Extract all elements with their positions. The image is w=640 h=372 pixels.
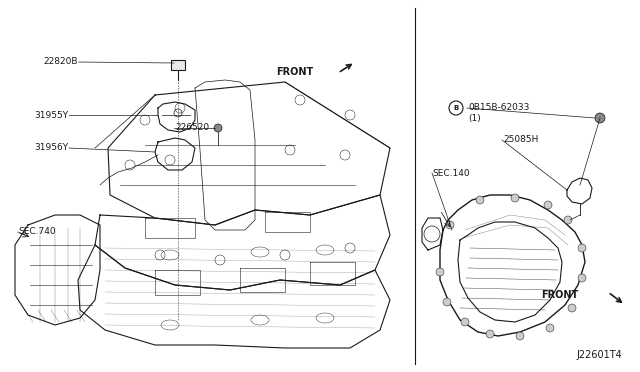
Circle shape bbox=[568, 304, 576, 312]
Text: 31956Y: 31956Y bbox=[34, 144, 68, 153]
Text: J22601T4: J22601T4 bbox=[576, 350, 622, 360]
Text: 0B15B-62033: 0B15B-62033 bbox=[468, 103, 529, 112]
Circle shape bbox=[446, 221, 454, 229]
Text: 25085H: 25085H bbox=[503, 135, 538, 144]
Text: SEC.140: SEC.140 bbox=[432, 169, 470, 177]
Text: (1): (1) bbox=[468, 115, 481, 124]
Circle shape bbox=[578, 244, 586, 252]
Text: 226520: 226520 bbox=[175, 124, 209, 132]
Text: B: B bbox=[453, 105, 459, 111]
Circle shape bbox=[578, 274, 586, 282]
Text: FRONT: FRONT bbox=[276, 67, 313, 77]
Text: 22820B: 22820B bbox=[44, 58, 78, 67]
FancyBboxPatch shape bbox=[171, 60, 185, 70]
Circle shape bbox=[461, 318, 469, 326]
Circle shape bbox=[516, 332, 524, 340]
Text: 31955Y: 31955Y bbox=[34, 110, 68, 119]
Text: FRONT: FRONT bbox=[541, 290, 578, 300]
Circle shape bbox=[546, 324, 554, 332]
Circle shape bbox=[511, 194, 519, 202]
Circle shape bbox=[564, 216, 572, 224]
Circle shape bbox=[486, 330, 494, 338]
Circle shape bbox=[544, 201, 552, 209]
Circle shape bbox=[214, 124, 222, 132]
Circle shape bbox=[436, 268, 444, 276]
Circle shape bbox=[476, 196, 484, 204]
Text: SEC.740: SEC.740 bbox=[18, 228, 56, 237]
Circle shape bbox=[595, 113, 605, 123]
Circle shape bbox=[443, 298, 451, 306]
